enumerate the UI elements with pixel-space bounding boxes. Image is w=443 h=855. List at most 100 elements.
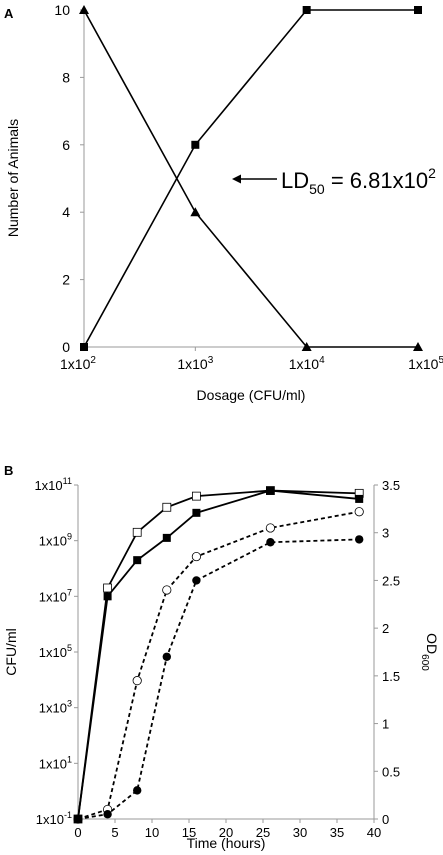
- panel-b-left-tick-label: 1x107: [39, 587, 72, 604]
- panel-b-filled-square-marker: [192, 508, 201, 517]
- panel-b-left-tick-base: 1x10: [39, 534, 67, 549]
- panel-b-x-tick-label: 5: [111, 825, 118, 840]
- ld50-label: LD50 = 6.81x102: [281, 165, 436, 197]
- ld50-label-main: LD: [281, 168, 309, 193]
- panel-b-open-square-marker: [162, 502, 172, 512]
- panel-a-x-tick-base: 1x10: [408, 356, 439, 372]
- panel-b-filled-circle-marker: [266, 538, 275, 547]
- panel-b-x-tick-label: 40: [367, 825, 381, 840]
- panel-b-open-circle-marker: [354, 507, 364, 517]
- panel-b-right-label-sub: 600: [419, 654, 430, 671]
- panel-a-square-marker: [80, 343, 88, 351]
- panel-b-open-square-marker: [103, 583, 112, 593]
- panel-b-right-tick-label: 3.5: [382, 478, 400, 493]
- panel-b-open-square-marker: [191, 491, 201, 501]
- panel-a-y-tick-label: 2: [62, 272, 70, 288]
- panel-b-x-tick-label: 30: [293, 825, 307, 840]
- ld50-label-eq: = 6.81x10: [325, 168, 428, 193]
- panel-a-y-tick-label: 4: [62, 204, 70, 220]
- panel-b-left-tick-base: 1x10: [39, 701, 67, 716]
- panel-a-y-tick-label: 8: [62, 69, 70, 85]
- panel-b-left-tick-label: 1x10-1: [36, 810, 72, 827]
- panel-b-filled-square-marker: [103, 592, 112, 601]
- panel-b-x-tick-label: 20: [219, 825, 233, 840]
- panel-b-right-tick-label: 2.5: [382, 573, 400, 588]
- panel-b-left-tick-exponent: 1: [67, 754, 72, 764]
- panel-b-right-tick-label: 3: [382, 526, 389, 541]
- panel-a-y-tick-label: 0: [62, 339, 70, 355]
- panel-b-series-filled-square-line: [77, 489, 360, 820]
- panel-a-series-square-line: [83, 9, 418, 348]
- panel-b-filled-circle-marker: [103, 810, 112, 819]
- panel-b-right-ticks: 0 0.5 1 1.5 2 2.5 3 3.5: [374, 478, 400, 827]
- panel-a-x-tick-base: 1x10: [60, 356, 91, 372]
- panel-b-left-tick-base: 1x10: [39, 645, 67, 660]
- panel-b-filled-square-marker: [133, 556, 142, 565]
- panel-b-open-circle-marker: [162, 585, 172, 595]
- panel-b-left-tick-base: 1x10: [36, 812, 64, 827]
- panel-a-x-ticks: 1x102 1x103 1x104 1x105: [60, 347, 443, 372]
- panel-b-left-tick-exponent: 9: [67, 532, 72, 542]
- ld50-annotation: LD50 = 6.81x102: [232, 165, 436, 197]
- panel-b-left-tick-label: 1x103: [39, 699, 72, 716]
- panel-b-series-open-circle-line: [77, 510, 360, 820]
- panel-a-letter: A: [4, 6, 14, 21]
- ld50-label-sub: 50: [309, 181, 325, 197]
- panel-b-open-circle-marker: [132, 676, 142, 686]
- panel-a-triangle-marker: [79, 5, 89, 14]
- panel-b-series-open-square-line: [77, 489, 360, 820]
- panel-a-triangle-marker: [413, 342, 423, 351]
- panel-b-filled-circle-marker: [133, 786, 142, 795]
- panel-b-series: [73, 486, 364, 824]
- panel-b-left-tick-label: 1x105: [39, 643, 72, 660]
- panel-a-y-tick-label: 6: [62, 137, 70, 153]
- panel-b-x-tick-label: 25: [256, 825, 270, 840]
- panel-b-open-circle-marker: [191, 551, 201, 562]
- panel-b-right-tick-label: 0: [382, 812, 389, 827]
- panel-b-x-ticks: 0 5 10 15 20 25 30 35 40: [74, 819, 381, 840]
- panel-b-letter: B: [4, 463, 13, 478]
- ld50-arrowhead: [232, 174, 241, 184]
- panel-b-left-label: CFU/ml: [3, 628, 19, 675]
- panel-b-x-label: Time (hours): [187, 835, 266, 851]
- panel-b-right-label-main: OD: [424, 633, 440, 654]
- panel-b-right-tick-label: 0.5: [382, 764, 400, 779]
- panel-b-filled-square-marker: [355, 494, 364, 503]
- panel-b-left-tick-exponent: -1: [64, 810, 72, 820]
- panel-a-x-tick-exponent: 3: [208, 355, 214, 366]
- panel-a-square-marker: [191, 140, 200, 149]
- panel-b-filled-square-marker: [266, 486, 275, 495]
- panel-a-triangle-marker: [190, 207, 201, 217]
- panel-a-y-tick-label: 10: [54, 2, 70, 18]
- panel-a-x-tick-label: 1x103: [177, 355, 213, 372]
- panel-a-triangle-marker: [301, 342, 312, 351]
- panel-a-y-label: Number of Animals: [5, 119, 21, 237]
- panel-a-x-label: Dosage (CFU/ml): [197, 387, 306, 403]
- panel-a-x-tick-label: 1x105: [408, 355, 443, 372]
- panel-a-x-tick-label: 1x102: [60, 355, 96, 372]
- panel-a-x-tick-exponent: 4: [319, 355, 325, 366]
- panel-b-left-tick-label: 1x101: [39, 754, 72, 771]
- panel-b-x-tick-label: 15: [182, 825, 196, 840]
- panel-b-x-tick-label: 35: [330, 825, 344, 840]
- panel-b-right-tick-label: 1.5: [382, 669, 400, 684]
- panel-b-open-square-marker: [132, 527, 142, 537]
- panel-b-x-tick-label: 10: [145, 825, 159, 840]
- panel-b-right-tick-label: 2: [382, 621, 389, 636]
- panel-b-filled-circle-marker: [355, 535, 364, 544]
- panel-b-x-tick-label: 0: [74, 825, 81, 840]
- panel-b-left-tick-base: 1x10: [39, 756, 67, 771]
- panel-b-filled-circle-marker: [73, 814, 83, 824]
- panel-b-filled-circle-marker: [162, 652, 171, 661]
- panel-b: B 1x10-11x1011x1031x1051x1071x1091x1011 …: [3, 463, 440, 851]
- panel-b-right-label: OD600: [419, 633, 440, 671]
- ld50-label-sup: 2: [428, 165, 436, 181]
- panel-b-left-tick-base: 1x10: [39, 589, 67, 604]
- panel-b-left-tick-exponent: 11: [63, 476, 72, 486]
- panel-b-filled-square-marker: [162, 533, 171, 542]
- panel-b-right-tick-label: 1: [382, 717, 389, 732]
- panel-a-square-marker: [302, 6, 311, 14]
